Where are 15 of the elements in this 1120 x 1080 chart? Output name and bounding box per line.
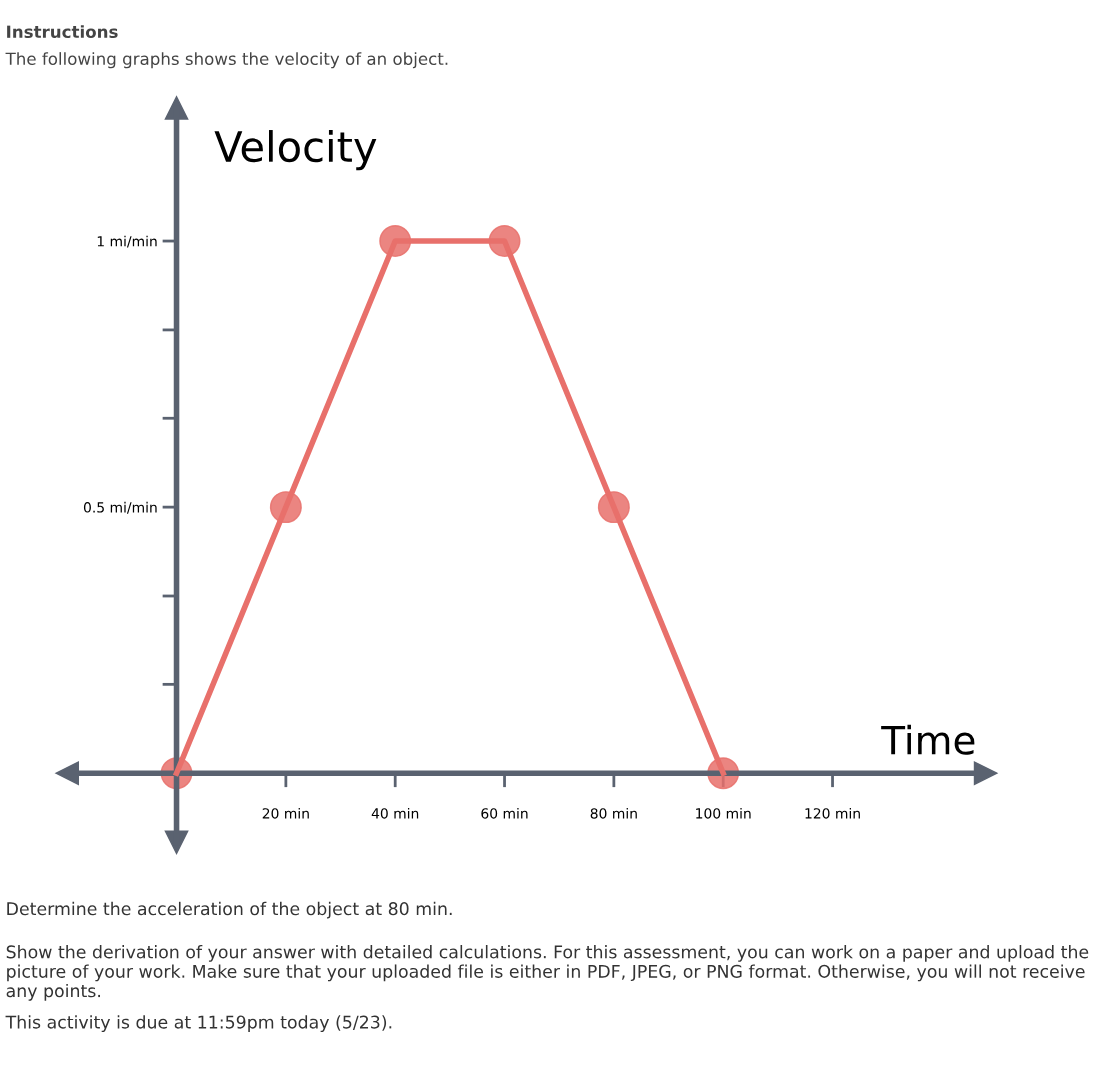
text: Determine the acceleration of the object at 80 min.: [7, 901, 452, 919]
y-tick-label: 1 mi/min: [97, 235, 157, 248]
x-tick-label: 20 min: [262, 807, 309, 819]
text: Velocity: [214, 130, 377, 171]
text: This activity is due at 11:59pm today (5/23).: [5, 1015, 392, 1032]
text: The following graphs shows the velocity of an object.: [5, 52, 448, 69]
y-tick-label: 0.5 mi/min: [83, 501, 157, 514]
x-axis-title: Time: [881, 724, 975, 755]
x-tick-label: 80 min: [590, 807, 637, 819]
text: Show the derivation of your answer with detailed calculations. For this assessment, you can work on a paper and upload the picture of your work. Make sure that your uploaded file is either in PDF, JPEG, or PNG format. Otherwise, you will not receive any points.: [6, 945, 1089, 1001]
text: Instructions: [7, 25, 118, 39]
x-tick-label: 120 min: [805, 807, 860, 819]
x-tick-label: 100 min: [696, 807, 751, 819]
x-tick-label: 60 min: [481, 807, 528, 819]
x-tick-label: 40 min: [371, 807, 419, 819]
